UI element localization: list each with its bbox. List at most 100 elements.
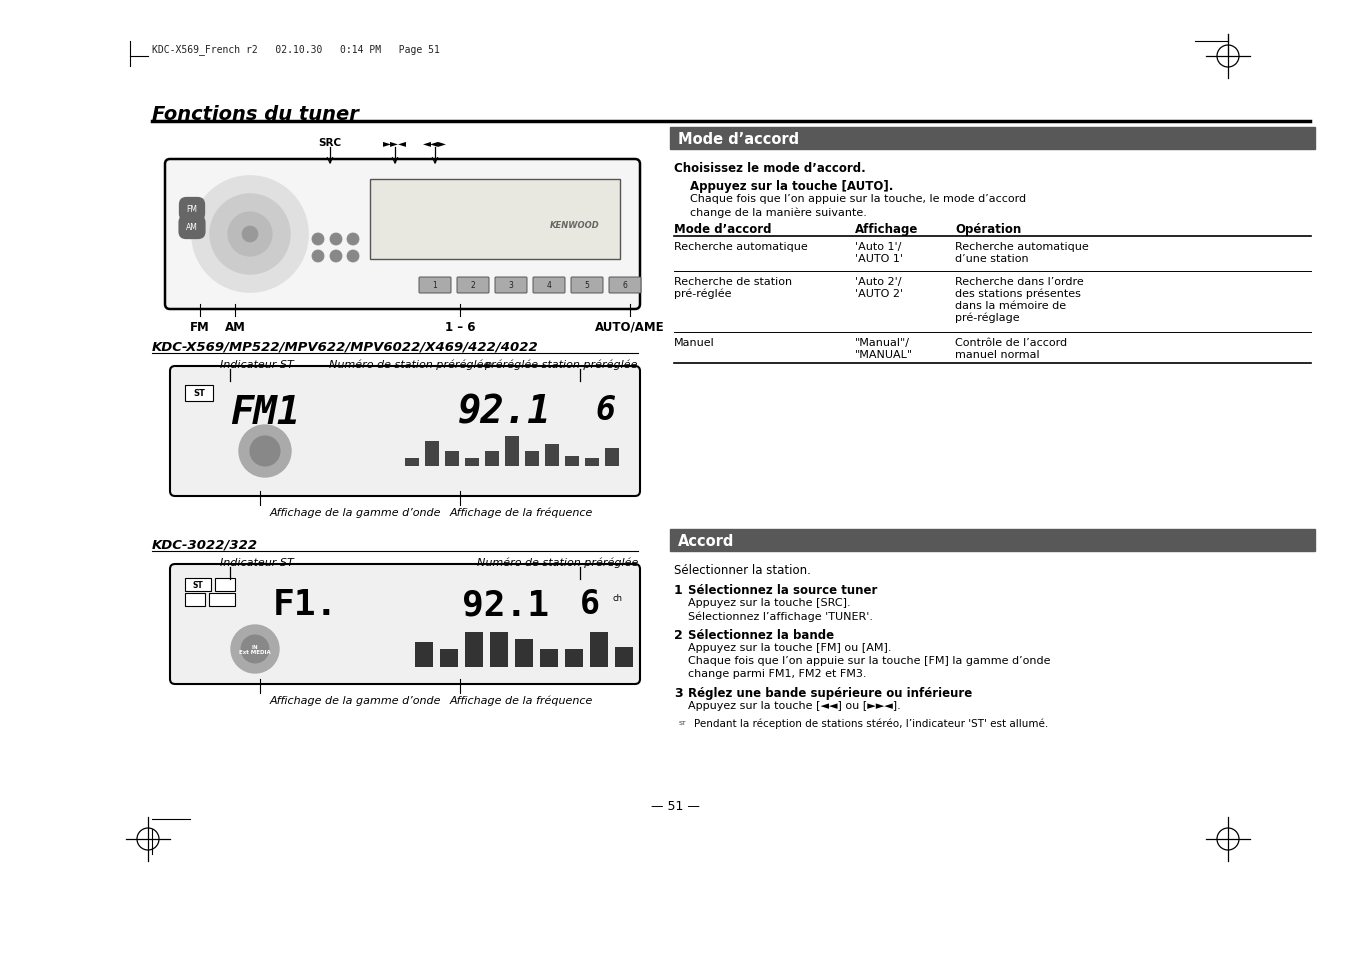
- Text: Recherche dans l’ordre
des stations présentes
dans la mémoire de
pré-réglage: Recherche dans l’ordre des stations prés…: [955, 276, 1084, 323]
- Bar: [670, 128, 1315, 150]
- Text: Manuel: Manuel: [674, 337, 715, 348]
- Circle shape: [674, 716, 690, 731]
- Bar: [485, 458, 499, 467]
- Text: Numéro de station préréglée: Numéro de station préréglée: [328, 359, 490, 370]
- FancyBboxPatch shape: [165, 160, 640, 310]
- Text: ◄◄►: ◄◄►: [423, 138, 447, 148]
- FancyBboxPatch shape: [534, 277, 565, 294]
- Text: KDC-X569/MP522/MPV622/MPV6022/X469/422/4022: KDC-X569/MP522/MPV622/MPV6022/X469/422/4…: [153, 339, 539, 353]
- Text: Opération: Opération: [955, 223, 1021, 235]
- Circle shape: [228, 213, 272, 256]
- Bar: [565, 647, 584, 667]
- Bar: [490, 656, 508, 667]
- Text: ST: ST: [193, 581, 204, 590]
- Circle shape: [242, 227, 258, 243]
- Text: Contrôle de l’accord
manuel normal: Contrôle de l’accord manuel normal: [955, 337, 1067, 359]
- FancyBboxPatch shape: [370, 180, 620, 260]
- FancyBboxPatch shape: [170, 367, 640, 497]
- Bar: [526, 458, 539, 467]
- Text: Affichage de la gamme d’onde: Affichage de la gamme d’onde: [270, 507, 442, 517]
- FancyBboxPatch shape: [419, 277, 451, 294]
- Text: Appuyez sur la touche [FM] ou [AM].: Appuyez sur la touche [FM] ou [AM].: [688, 642, 892, 652]
- Text: Sélectionnez la source tuner: Sélectionnez la source tuner: [688, 583, 877, 597]
- Bar: [209, 594, 235, 606]
- Bar: [590, 656, 608, 667]
- Text: ST: ST: [678, 720, 686, 726]
- Text: 2: 2: [470, 281, 476, 291]
- Text: AM: AM: [224, 320, 246, 334]
- Text: 92.1: 92.1: [462, 587, 549, 621]
- Circle shape: [330, 233, 342, 246]
- Text: Indicateur ST: Indicateur ST: [220, 359, 293, 370]
- Text: Appuyez sur la touche [SRC].: Appuyez sur la touche [SRC].: [688, 598, 851, 607]
- Bar: [615, 642, 634, 667]
- FancyBboxPatch shape: [457, 277, 489, 294]
- Text: 1: 1: [432, 281, 438, 291]
- Bar: [426, 441, 439, 467]
- Bar: [540, 642, 558, 667]
- Bar: [565, 452, 580, 467]
- Text: 'Auto 1'/
'AUTO 1': 'Auto 1'/ 'AUTO 1': [855, 242, 902, 263]
- Bar: [505, 436, 519, 467]
- Text: Réglez une bande supérieure ou inférieure: Réglez une bande supérieure ou inférieur…: [688, 686, 973, 700]
- Circle shape: [347, 233, 359, 246]
- Bar: [185, 578, 211, 592]
- Text: Mode d’accord: Mode d’accord: [678, 132, 800, 147]
- Text: KDC-X569_French r2   02.10.30   0:14 PM   Page 51: KDC-X569_French r2 02.10.30 0:14 PM Page…: [153, 44, 440, 55]
- Text: — 51 —: — 51 —: [651, 800, 700, 812]
- Text: SRC: SRC: [319, 138, 342, 148]
- Text: KENWOOD: KENWOOD: [550, 220, 600, 230]
- Text: Recherche automatique
d’une station: Recherche automatique d’une station: [955, 242, 1089, 263]
- Text: 4: 4: [547, 281, 551, 291]
- Text: Recherche de station
pré-réglée: Recherche de station pré-réglée: [674, 276, 792, 299]
- Bar: [440, 642, 458, 667]
- Text: change de la manière suivante.: change de la manière suivante.: [690, 207, 867, 217]
- Bar: [465, 633, 484, 667]
- Text: 6: 6: [594, 394, 615, 427]
- Bar: [465, 458, 480, 467]
- Circle shape: [239, 426, 290, 477]
- Text: Appuyez sur la touche [AUTO].: Appuyez sur la touche [AUTO].: [690, 180, 893, 193]
- Text: Chaque fois que l’on appuie sur la touche [FM] la gamme d’onde: Chaque fois que l’on appuie sur la touch…: [688, 656, 1051, 665]
- Text: Affichage: Affichage: [855, 223, 919, 235]
- Circle shape: [231, 625, 280, 673]
- Circle shape: [347, 251, 359, 263]
- Text: 5: 5: [585, 281, 589, 291]
- Circle shape: [250, 436, 280, 467]
- Text: Pendant la réception de stations stéréo, l’indicateur 'ST' est allumé.: Pendant la réception de stations stéréo,…: [694, 719, 1048, 729]
- FancyBboxPatch shape: [571, 277, 603, 294]
- Text: Sélectionner la station.: Sélectionner la station.: [674, 563, 811, 577]
- Text: Mode d’accord: Mode d’accord: [674, 223, 771, 235]
- Text: Affichage de la fréquence: Affichage de la fréquence: [450, 507, 593, 518]
- Text: préréglée station préréglée: préréglée station préréglée: [485, 359, 638, 370]
- Text: 6: 6: [580, 587, 600, 620]
- Text: Indicateur ST: Indicateur ST: [220, 558, 293, 567]
- Bar: [605, 452, 619, 467]
- Text: Appuyez sur la touche [◄◄] ou [►►◄].: Appuyez sur la touche [◄◄] ou [►►◄].: [688, 700, 901, 710]
- Text: 1: 1: [674, 583, 682, 597]
- Text: ►►◄: ►►◄: [382, 138, 407, 148]
- Bar: [215, 578, 235, 592]
- Text: IN
Ext MEDIA: IN Ext MEDIA: [239, 644, 270, 655]
- Text: F1.: F1.: [273, 587, 338, 621]
- FancyBboxPatch shape: [170, 564, 640, 684]
- Circle shape: [312, 251, 324, 263]
- Circle shape: [240, 636, 269, 663]
- Text: FM1: FM1: [230, 394, 300, 432]
- Text: Recherche automatique: Recherche automatique: [674, 242, 808, 252]
- Text: Choisissez le mode d’accord.: Choisissez le mode d’accord.: [674, 162, 866, 174]
- Text: Affichage de la gamme d’onde: Affichage de la gamme d’onde: [270, 696, 442, 705]
- Text: Numéro de station préréglée: Numéro de station préréglée: [477, 558, 638, 568]
- Bar: [444, 441, 459, 467]
- Text: Chaque fois que l’on appuie sur la touche, le mode d’accord: Chaque fois que l’on appuie sur la touch…: [690, 193, 1027, 204]
- Text: Accord: Accord: [678, 533, 735, 548]
- Text: 92.1: 92.1: [458, 394, 551, 432]
- Bar: [585, 444, 598, 467]
- Text: Fonctions du tuner: Fonctions du tuner: [153, 105, 359, 124]
- Text: FM: FM: [190, 320, 209, 334]
- Bar: [515, 639, 534, 667]
- Text: AUTO/AME: AUTO/AME: [596, 320, 665, 334]
- Text: 'Auto 2'/
'AUTO 2': 'Auto 2'/ 'AUTO 2': [855, 276, 902, 298]
- Text: 2: 2: [674, 628, 682, 641]
- Text: 6: 6: [623, 281, 627, 291]
